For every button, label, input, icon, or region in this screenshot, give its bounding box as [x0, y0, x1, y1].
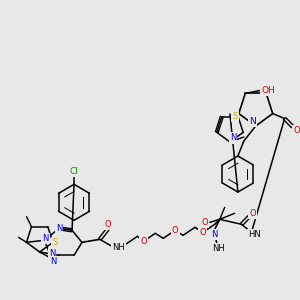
Text: O: O	[249, 209, 256, 218]
Text: O: O	[140, 237, 147, 246]
Text: NH: NH	[212, 244, 225, 253]
Text: S: S	[232, 112, 238, 121]
Text: S: S	[52, 238, 58, 247]
Text: N: N	[230, 134, 236, 142]
Text: OH: OH	[261, 86, 275, 95]
Text: N: N	[249, 116, 256, 125]
Text: N: N	[42, 234, 49, 243]
Text: NH: NH	[112, 243, 125, 252]
Text: O: O	[104, 220, 111, 229]
Text: N: N	[212, 230, 218, 239]
Text: O: O	[293, 126, 300, 135]
Text: Cl: Cl	[70, 167, 79, 176]
Text: O: O	[200, 228, 206, 237]
Text: N: N	[50, 257, 57, 266]
Text: O: O	[172, 226, 178, 235]
Text: HN: HN	[248, 230, 261, 239]
Text: N: N	[56, 224, 62, 233]
Text: O: O	[202, 218, 208, 227]
Text: N: N	[49, 249, 56, 258]
